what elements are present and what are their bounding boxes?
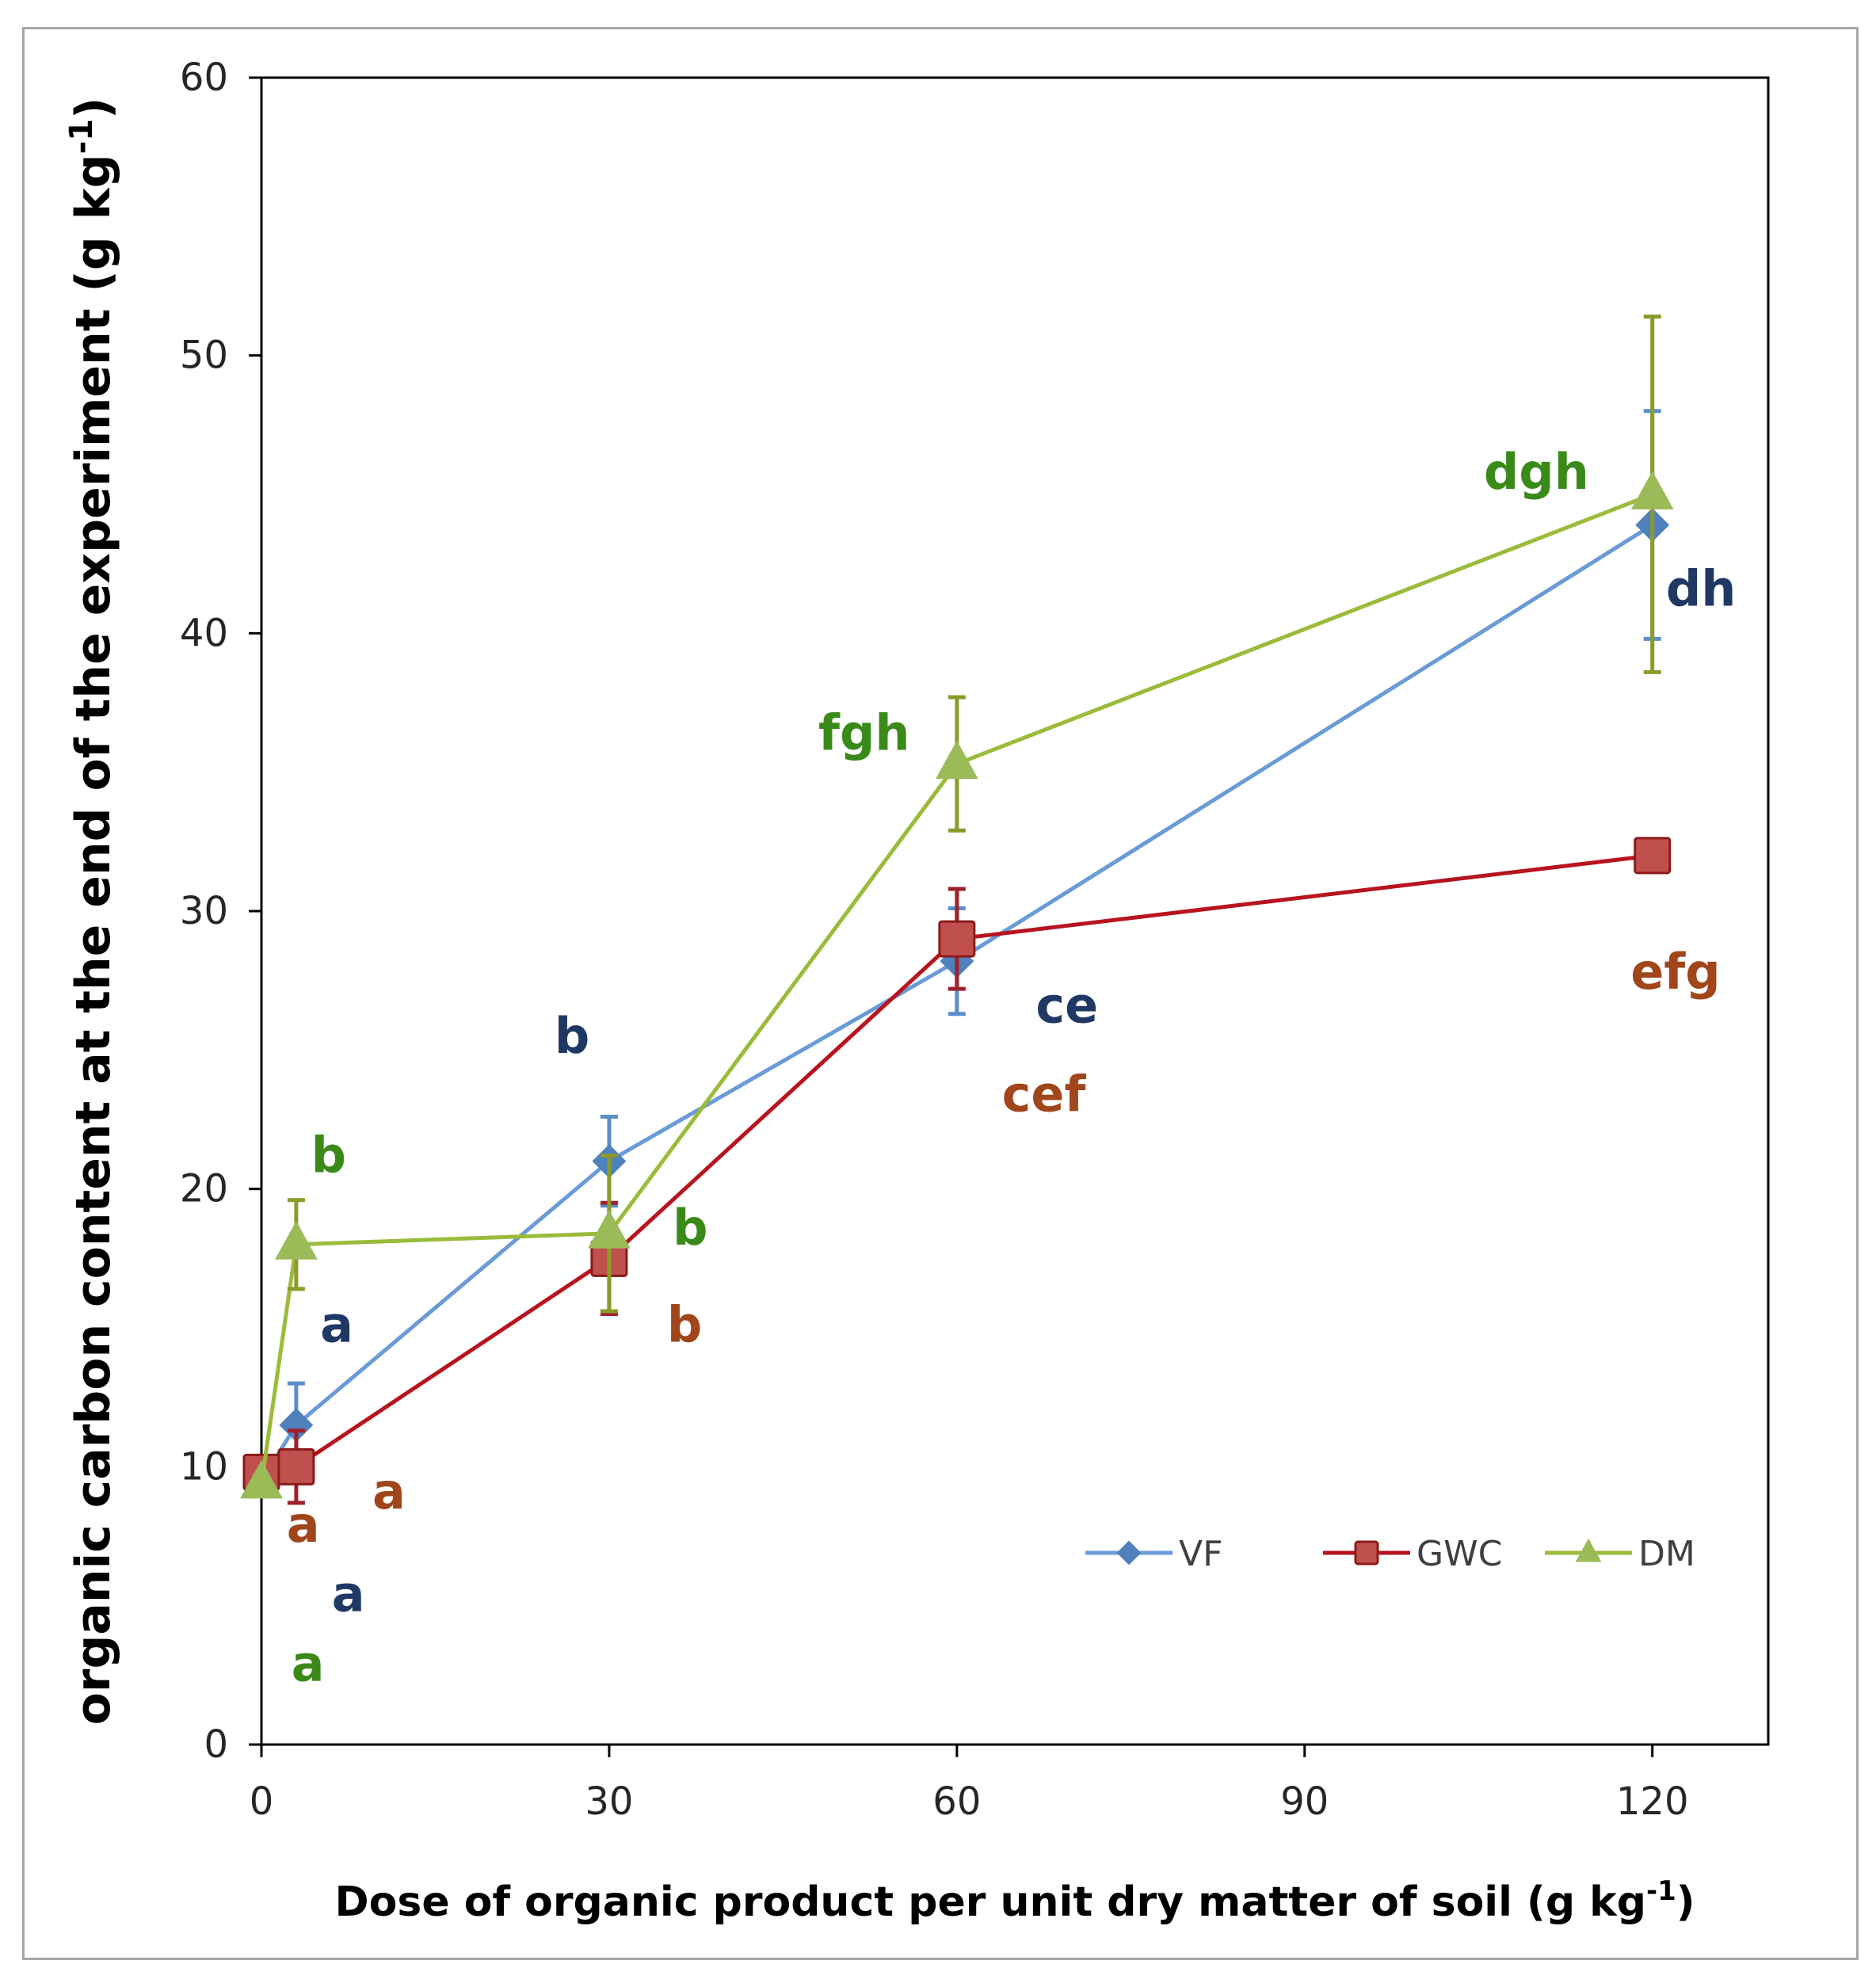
x-tick-label: 30 — [585, 1779, 633, 1824]
x-axis-title: Dose of organic product per unit dry mat… — [335, 1875, 1695, 1926]
significance-label-gwc: efg — [1630, 943, 1720, 1001]
y-tick-label: 0 — [204, 1722, 228, 1767]
x-axis-ticks: 0 30 60 90 120 — [250, 1745, 1689, 1824]
data-point-dm — [935, 740, 978, 780]
data-point-gwc — [938, 920, 976, 958]
series-dm — [240, 315, 1674, 1499]
significance-label-gwc: a — [372, 1463, 406, 1520]
legend-item-vf: VF — [1085, 1534, 1222, 1574]
legend: VF GWC DM — [1085, 1534, 1695, 1574]
data-point-dm — [1630, 471, 1674, 509]
data-point-gwc — [1634, 837, 1672, 875]
significance-label-gwc: a — [287, 1496, 320, 1554]
significance-label-dm: dgh — [1484, 443, 1589, 501]
legend-label: DM — [1638, 1534, 1695, 1574]
legend-marker-gwc — [1354, 1540, 1379, 1566]
significance-label-dm: b — [311, 1127, 346, 1184]
significance-label-gwc: b — [667, 1296, 702, 1354]
y-tick-label: 20 — [180, 1167, 228, 1211]
x-tick-label: 90 — [1280, 1779, 1329, 1824]
y-tick-label: 10 — [180, 1444, 228, 1489]
x-tick-label: 0 — [250, 1779, 274, 1824]
significance-label-vf: dh — [1666, 559, 1737, 617]
plot-area — [260, 76, 1770, 1746]
significance-label-vf: a — [320, 1296, 353, 1354]
figure-frame — [22, 27, 1859, 1960]
y-axis-title: organic carbon content at the end of the… — [63, 97, 121, 1726]
significance-label-dm: b — [673, 1199, 707, 1257]
x-tick-label: 60 — [932, 1779, 981, 1824]
legend-item-dm: DM — [1545, 1534, 1695, 1574]
legend-label: VF — [1179, 1534, 1222, 1574]
y-tick-label: 50 — [180, 334, 228, 378]
legend-marker-vf — [1116, 1540, 1142, 1566]
legend-marker-dm — [1575, 1538, 1602, 1562]
data-point-gwc — [277, 1447, 315, 1485]
legend-label: GWC — [1417, 1534, 1502, 1574]
significance-label-dm: a — [292, 1634, 325, 1692]
significance-label-vf: a — [332, 1566, 365, 1623]
series-layer — [240, 315, 1674, 1505]
y-axis-ticks: 0 10 20 30 40 50 60 — [180, 55, 261, 1767]
significance-label-vf: ce — [1035, 976, 1098, 1034]
data-point-dm — [240, 1459, 283, 1499]
significance-label-dm: fgh — [818, 704, 910, 762]
significance-label-vf: b — [555, 1007, 589, 1065]
data-point-dm — [274, 1221, 318, 1260]
x-tick-label: 120 — [1616, 1779, 1689, 1824]
y-tick-label: 40 — [180, 611, 228, 655]
y-tick-label: 30 — [180, 889, 228, 933]
significance-label-gwc: cef — [1002, 1065, 1087, 1123]
legend-item-gwc: GWC — [1323, 1534, 1502, 1574]
data-point-dm — [588, 1210, 631, 1249]
y-tick-label: 60 — [180, 55, 228, 100]
